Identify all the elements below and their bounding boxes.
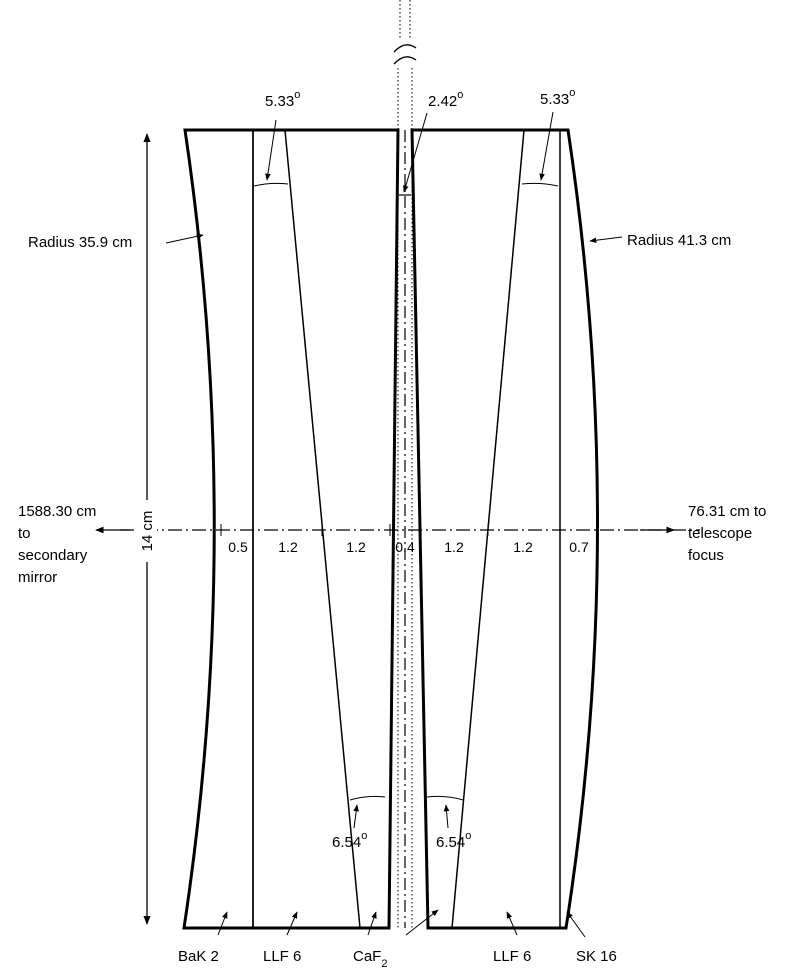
degree-symbol: o <box>361 830 367 842</box>
left-note-line: mirror <box>18 569 57 586</box>
svg-text:CaF2: CaF2 <box>353 948 387 970</box>
height-label: 14 cm <box>139 511 156 552</box>
radius-right: Radius 41.3 cm <box>589 232 731 249</box>
thickness-label: 1.2 <box>346 539 366 555</box>
material-bak2: BaK 2 <box>178 911 228 965</box>
radius-left: Radius 35.9 cm <box>28 233 204 251</box>
left-note-line: to <box>18 525 31 542</box>
central-axis <box>393 0 417 928</box>
angle-top-left: 5.33o <box>253 89 300 187</box>
thickness-ticks <box>220 524 599 536</box>
svg-text:6.54o: 6.54o <box>436 830 471 851</box>
angle-top-right-value: 5.33 <box>540 91 569 108</box>
right-note-line: 76.31 cm to <box>688 503 766 520</box>
thickness-label: 0.4 <box>395 539 415 555</box>
left-lens-assembly <box>182 128 400 930</box>
degree-symbol: o <box>294 89 300 101</box>
material-label: CaF <box>353 948 381 965</box>
angle-top-center-value: 2.42 <box>428 93 457 110</box>
left-note-line: 1588.30 cm <box>18 503 96 520</box>
right-lens-assembly <box>410 128 599 930</box>
degree-symbol: o <box>457 89 463 101</box>
thickness-labels: 0.5 1.2 1.2 0.4 1.2 1.2 0.7 <box>228 539 589 555</box>
right-distance-note: 76.31 cm to telescope focus <box>688 503 766 564</box>
material-label: BaK 2 <box>178 948 219 965</box>
material-caf2: CaF2 <box>353 909 439 970</box>
height-dimension: 14 cm <box>137 133 157 925</box>
angle-top-right: 5.33o <box>521 87 575 187</box>
material-label: LLF 6 <box>493 948 531 965</box>
material-label: LLF 6 <box>263 948 301 965</box>
angle-top-center: 2.42o <box>403 89 463 193</box>
left-note-line: secondary <box>18 547 88 564</box>
thickness-label: 0.7 <box>569 539 589 555</box>
radius-left-label: Radius 35.9 cm <box>28 234 132 251</box>
angle-bottom-left-value: 6.54 <box>332 834 361 851</box>
thickness-label: 1.2 <box>444 539 464 555</box>
material-llf6-right: LLF 6 <box>493 911 531 965</box>
right-note-line: focus <box>688 547 724 564</box>
angle-bottom-right: 6.54o <box>426 795 471 851</box>
material-label: SK 16 <box>576 948 617 965</box>
right-note-line: telescope <box>688 525 752 542</box>
svg-text:5.33o: 5.33o <box>540 87 575 108</box>
svg-text:5.33o: 5.33o <box>265 89 300 110</box>
thickness-label: 1.2 <box>513 539 533 555</box>
material-sk16: SK 16 <box>566 911 617 965</box>
angle-bottom-right-value: 6.54 <box>436 834 465 851</box>
material-subscript: 2 <box>381 958 387 970</box>
radius-right-label: Radius 41.3 cm <box>627 232 731 249</box>
angle-bottom-left: 6.54o <box>332 795 386 851</box>
thickness-label: 0.5 <box>228 539 248 555</box>
svg-text:2.42o: 2.42o <box>428 89 463 110</box>
angle-top-left-value: 5.33 <box>265 93 294 110</box>
degree-symbol: o <box>569 87 575 99</box>
material-llf6-left: LLF 6 <box>263 911 301 965</box>
svg-text:6.54o: 6.54o <box>332 830 367 851</box>
left-distance-note: 1588.30 cm to secondary mirror <box>18 503 96 586</box>
thickness-label: 1.2 <box>278 539 298 555</box>
degree-symbol: o <box>465 830 471 842</box>
